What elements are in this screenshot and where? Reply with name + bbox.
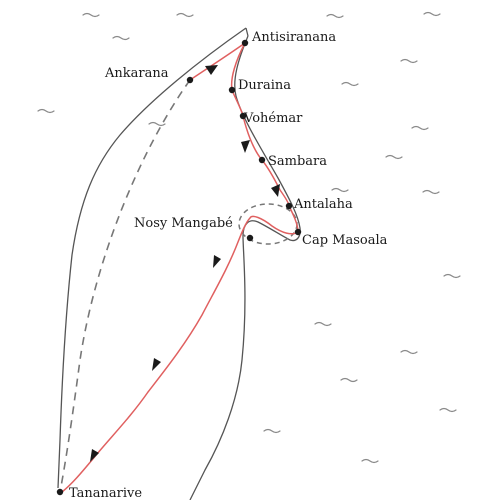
- wave-icon: [422, 189, 440, 195]
- coastline: [57, 27, 301, 500]
- coastline-west: [57, 27, 247, 489]
- wave-icon: [385, 154, 403, 160]
- wave-icon: [148, 121, 166, 127]
- location-dot-icon: [186, 76, 194, 84]
- wave-icon: [340, 377, 358, 383]
- location-dots: [56, 39, 302, 496]
- wave-icon: [331, 187, 349, 193]
- wave-icon: [176, 12, 194, 18]
- dashed-route: [59, 79, 191, 493]
- coastline-tip: [245, 27, 249, 37]
- coastline-east: [189, 35, 301, 500]
- place-labels: Antisiranana Ankarana Duraina Vohémar Sa…: [69, 30, 388, 500]
- label-antsiranana: Antisiranana: [251, 30, 336, 45]
- location-dot-icon: [241, 39, 249, 47]
- arrow-icon: [205, 65, 218, 75]
- label-duraina: Duraina: [238, 78, 291, 93]
- wave-icon: [400, 58, 418, 64]
- label-ankarana: Ankarana: [104, 66, 169, 81]
- arrow-icon: [241, 140, 250, 153]
- wave-icon: [400, 349, 418, 355]
- route-arrows: [90, 65, 280, 462]
- arrow-icon: [90, 449, 99, 462]
- wave-icon: [263, 428, 281, 434]
- wave-icon: [341, 81, 359, 87]
- wave-icon: [314, 321, 332, 327]
- location-dot-icon: [258, 156, 266, 164]
- label-nosy-mangabe: Nosy Mangabé: [134, 216, 233, 231]
- wave-icon: [411, 125, 429, 131]
- location-dot-icon: [239, 112, 247, 120]
- label-vohemar: Vohémar: [243, 111, 303, 126]
- location-dot-icon: [285, 202, 293, 210]
- route-line: [61, 42, 299, 493]
- wave-icon: [37, 108, 55, 114]
- label-sambara: Sambara: [268, 154, 327, 169]
- wave-icon: [82, 12, 100, 18]
- wave-icon: [112, 35, 130, 41]
- arrow-icon: [271, 184, 280, 197]
- label-antalaha: Antalaha: [293, 197, 353, 212]
- label-tananarive: Tananarive: [69, 486, 142, 500]
- wave-icon: [443, 273, 461, 279]
- arrow-icon: [213, 255, 221, 268]
- wave-icon: [439, 407, 457, 413]
- location-dot-icon: [294, 228, 302, 236]
- label-cap-masoala: Cap Masoala: [302, 233, 388, 248]
- wave-icon: [326, 13, 344, 19]
- wave-icon: [361, 458, 379, 464]
- location-dot-icon: [246, 234, 254, 242]
- wave-icon: [423, 11, 441, 17]
- sea-waves: [37, 11, 461, 464]
- location-dot-icon: [228, 86, 236, 94]
- location-dot-icon: [56, 488, 64, 496]
- arrow-icon: [152, 358, 161, 371]
